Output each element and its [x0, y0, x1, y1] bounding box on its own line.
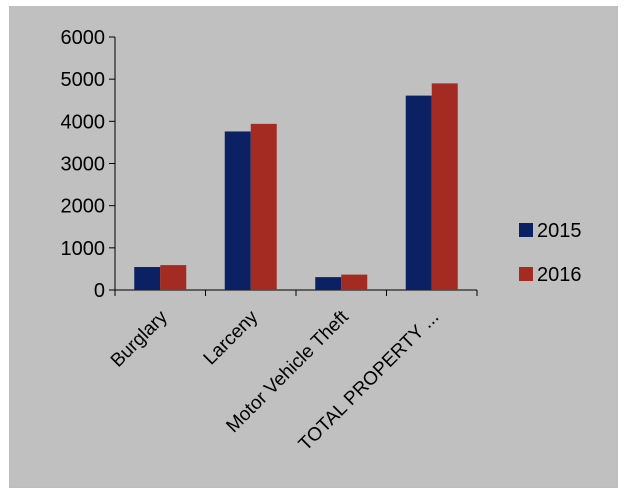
- legend-label-2016: 2016: [537, 264, 582, 286]
- y-tick-label: 5000: [61, 69, 106, 91]
- y-tick-label: 2000: [61, 196, 106, 218]
- bar-2015-0: [134, 267, 161, 290]
- bar-2016-1: [250, 123, 277, 290]
- bar-2016-0: [160, 265, 187, 290]
- bar-2016-2: [341, 274, 368, 290]
- x-tick-label: Burglary: [107, 306, 172, 371]
- bar-2016-3: [431, 83, 458, 290]
- y-tick-label: 4000: [61, 111, 106, 133]
- bar-2015-2: [315, 277, 342, 290]
- y-tick-label: 6000: [61, 27, 106, 49]
- legend-swatch-2015: [519, 223, 533, 237]
- y-tick-label: 3000: [61, 154, 106, 176]
- bar-2015-3: [405, 95, 432, 290]
- x-tick-label: Larceny: [200, 306, 263, 369]
- y-tick-label: 1000: [61, 238, 106, 260]
- bar-2015-1: [224, 131, 251, 290]
- legend-label-2015: 2015: [537, 220, 582, 242]
- chart-background: [9, 6, 618, 488]
- y-tick-label: 0: [94, 280, 105, 302]
- legend-swatch-2016: [519, 267, 533, 281]
